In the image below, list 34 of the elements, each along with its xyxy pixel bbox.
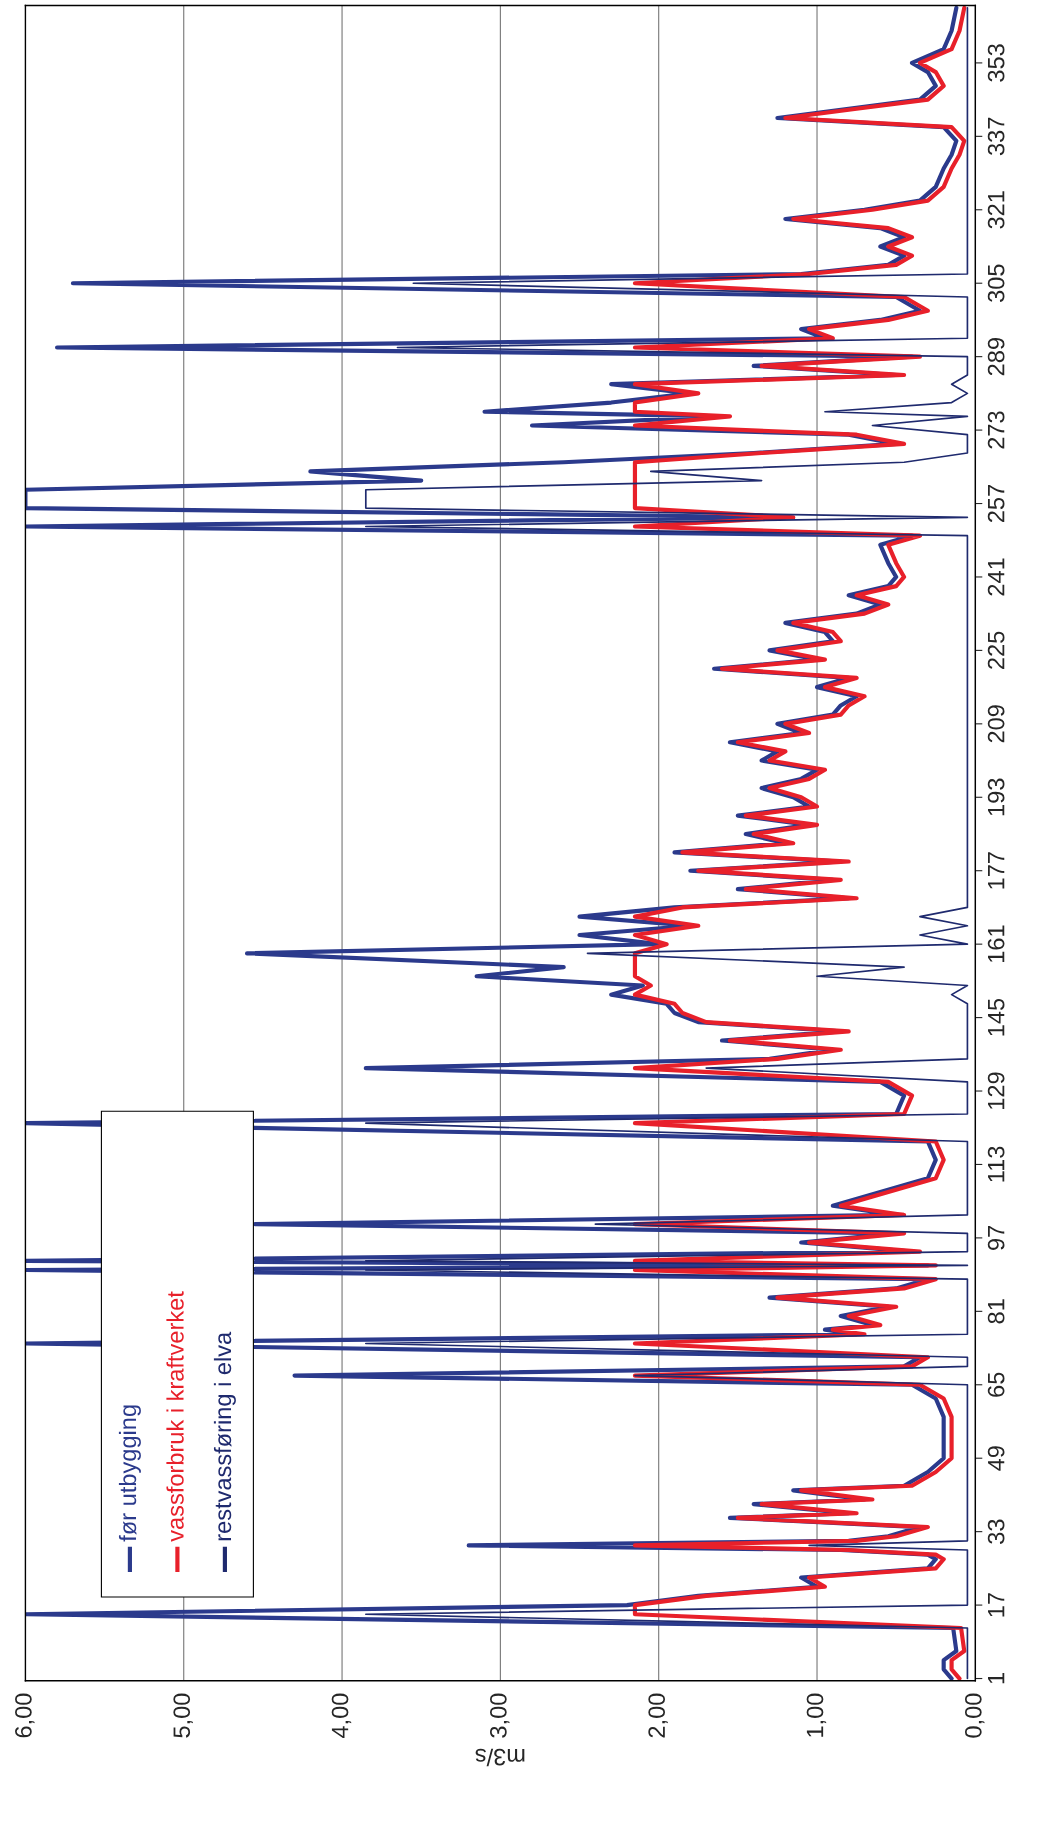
y-tick-label: 129 — [987, 1072, 1005, 1109]
x-tick-label: 5,00 — [173, 1693, 193, 1738]
x-tick-label: 3,00 — [490, 1693, 510, 1738]
y-tick-label: 65 — [987, 1372, 1005, 1397]
y-tick-label: 225 — [987, 631, 1005, 669]
y-tick-label: 241 — [987, 558, 1005, 596]
y-tick-label: 337 — [987, 117, 1005, 156]
y-tick-label: 177 — [988, 852, 1005, 889]
y-tick-label: 33 — [987, 1519, 1005, 1544]
y-tick-label: 321 — [987, 191, 1005, 229]
y-tick-label: 145 — [988, 998, 1005, 1036]
x-tick-label: 1,00 — [806, 1693, 827, 1737]
y-tick-label: 97 — [987, 1225, 1005, 1250]
y-tick-label: 353 — [987, 44, 1005, 82]
y-tick-label: 161 — [987, 925, 1005, 963]
y-tick-label: 273 — [987, 411, 1005, 449]
y-tick-label: 289 — [987, 338, 1005, 376]
x-tick-label: 2,00 — [648, 1693, 668, 1738]
x-tick-label: 6,00 — [15, 1693, 35, 1738]
y-tick-label: 81 — [987, 1299, 1005, 1324]
x-tick-label: 0,00 — [964, 1693, 985, 1738]
text: før utbygging — [118, 1405, 141, 1542]
y-tick-label: 193 — [987, 778, 1005, 816]
y-tick-label: 17 — [988, 1593, 1005, 1617]
y-tick-label: 209 — [987, 705, 1005, 743]
y-tick-label: 113 — [987, 1146, 1005, 1182]
x-tick-label: 4,00 — [331, 1693, 352, 1739]
text: restvassføring i elva — [213, 1331, 236, 1541]
text: vassforbruk i kraftverket — [166, 1291, 184, 1542]
y-tick-label: 49 — [987, 1446, 1005, 1471]
y-tick-label: 1 — [988, 1673, 1005, 1684]
x-axis-title: m3/s — [475, 1748, 525, 1767]
y-tick-label: 257 — [987, 485, 1005, 523]
y-tick-label: 305 — [987, 264, 1005, 303]
